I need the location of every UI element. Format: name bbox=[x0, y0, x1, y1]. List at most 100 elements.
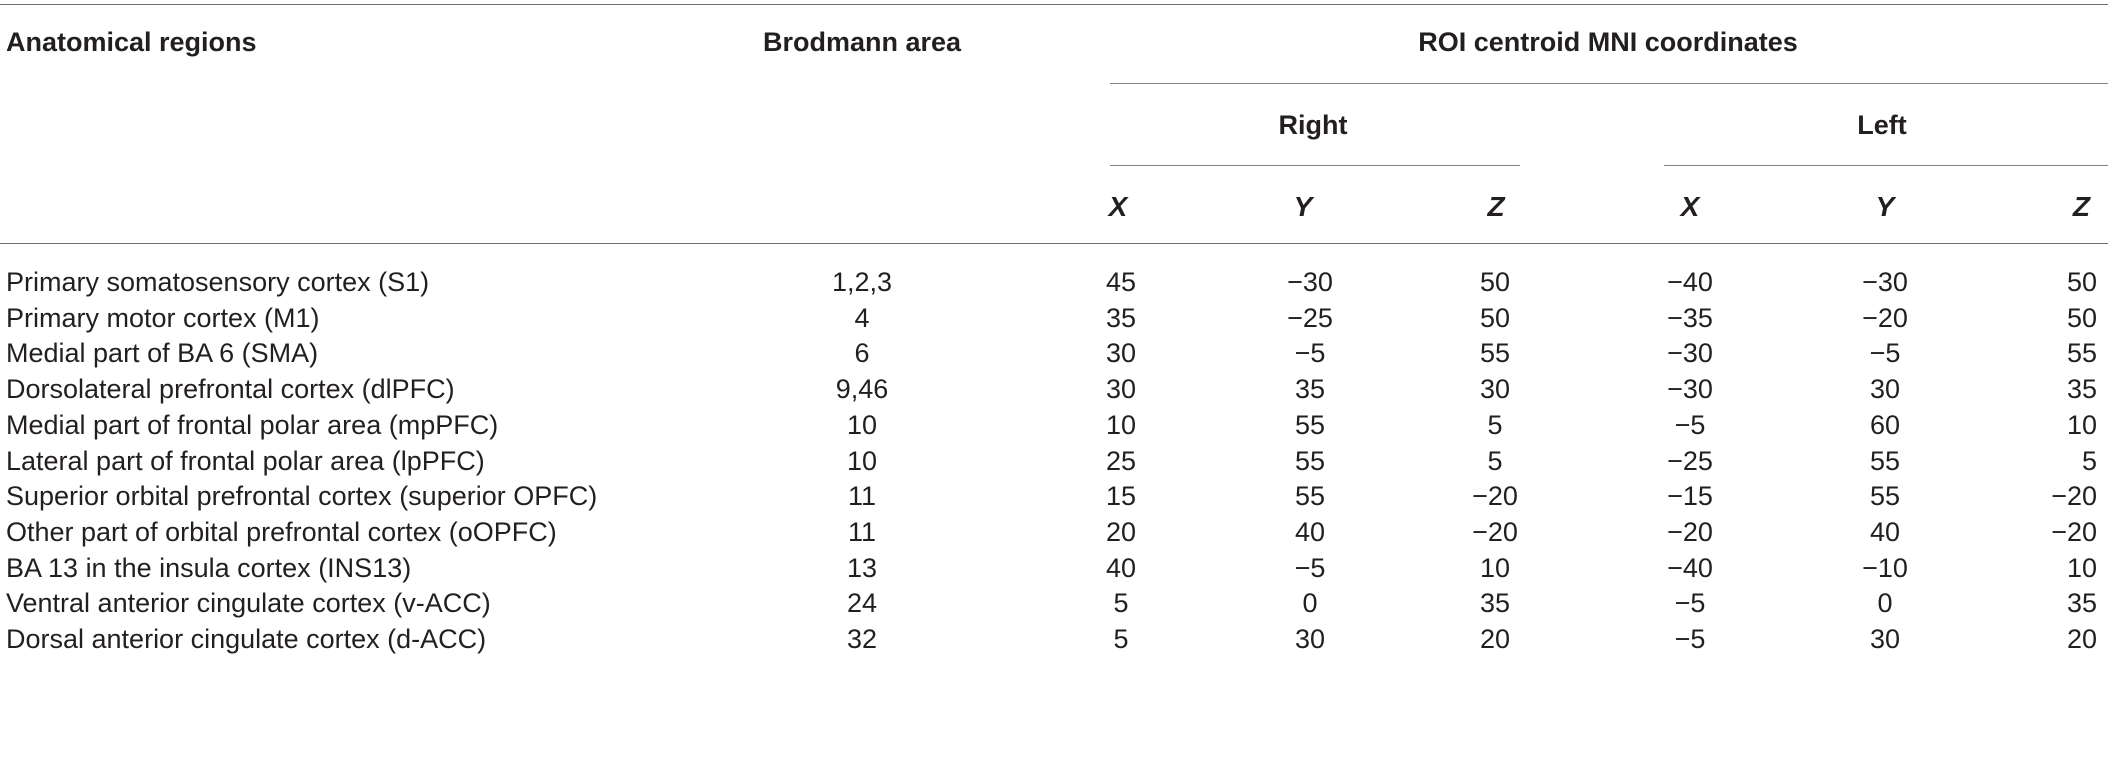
brodmann-cell: 24 bbox=[846, 588, 878, 618]
axis-left-y: Y bbox=[1875, 191, 1895, 222]
right-z-cell: 50 bbox=[1479, 267, 1511, 297]
right-x-cell: 40 bbox=[1105, 553, 1137, 583]
left-y-cell: 55 bbox=[1869, 446, 1901, 476]
brodmann-cell: 10 bbox=[846, 410, 878, 440]
right-x-cell: 5 bbox=[1113, 624, 1129, 654]
region-cell: Superior orbital prefrontal cortex (supe… bbox=[6, 481, 598, 511]
axis-left-x: X bbox=[1680, 191, 1700, 222]
right-y-cell: 35 bbox=[1294, 374, 1326, 404]
left-z-cell: 20 bbox=[2066, 624, 2097, 654]
header-brodmann-area: Brodmann area bbox=[762, 27, 962, 57]
left-x-cell: −5 bbox=[1674, 588, 1706, 618]
left-x-cell: −5 bbox=[1674, 624, 1706, 654]
left-y-cell: 30 bbox=[1869, 624, 1901, 654]
brodmann-cell: 4 bbox=[854, 303, 870, 333]
region-cell: Dorsal anterior cingulate cortex (d-ACC) bbox=[6, 624, 487, 654]
left-z-cell: 50 bbox=[2066, 267, 2097, 297]
right-y-cell: −5 bbox=[1294, 338, 1326, 368]
left-x-cell: −35 bbox=[1667, 303, 1713, 333]
right-x-cell: 5 bbox=[1113, 588, 1129, 618]
brodmann-cell: 6 bbox=[854, 338, 870, 368]
brodmann-cell: 13 bbox=[846, 553, 878, 583]
right-x-cell: 45 bbox=[1105, 267, 1137, 297]
right-z-cell: 10 bbox=[1479, 553, 1511, 583]
right-y-cell: 55 bbox=[1294, 410, 1326, 440]
left-z-cell: −20 bbox=[2051, 517, 2097, 547]
right-z-cell: 5 bbox=[1487, 410, 1503, 440]
region-cell: Ventral anterior cingulate cortex (v-ACC… bbox=[6, 588, 491, 618]
left-y-cell: 40 bbox=[1869, 517, 1901, 547]
left-x-cell: −5 bbox=[1674, 410, 1706, 440]
header-right: Right bbox=[1278, 110, 1348, 140]
left-x-cell: −40 bbox=[1667, 553, 1713, 583]
left-z-cell: 5 bbox=[2081, 446, 2097, 476]
left-z-cell: 55 bbox=[2066, 338, 2097, 368]
brodmann-cell: 9,46 bbox=[835, 374, 889, 404]
header-bottom-rule bbox=[0, 243, 2108, 244]
coords-group-rule bbox=[1110, 83, 2108, 84]
axis-left-z: Z bbox=[2072, 191, 2090, 222]
left-x-cell: −15 bbox=[1667, 481, 1713, 511]
top-rule bbox=[0, 4, 2108, 5]
left-z-cell: 10 bbox=[2066, 553, 2097, 583]
brodmann-cell: 1,2,3 bbox=[831, 267, 893, 297]
right-z-cell: 55 bbox=[1479, 338, 1511, 368]
left-x-cell: −20 bbox=[1667, 517, 1713, 547]
left-x-cell: −40 bbox=[1667, 267, 1713, 297]
region-cell: BA 13 in the insula cortex (INS13) bbox=[6, 553, 412, 583]
header-anatomical-regions: Anatomical regions bbox=[6, 27, 257, 57]
brodmann-cell: 11 bbox=[847, 481, 877, 511]
right-y-cell: −25 bbox=[1287, 303, 1333, 333]
axis-right-y: Y bbox=[1293, 191, 1313, 222]
left-z-cell: 35 bbox=[2066, 588, 2097, 618]
left-y-cell: 60 bbox=[1869, 410, 1901, 440]
region-cell: Lateral part of frontal polar area (lpPF… bbox=[6, 446, 485, 476]
right-y-cell: 30 bbox=[1294, 624, 1326, 654]
left-y-cell: −5 bbox=[1869, 338, 1901, 368]
right-y-cell: 40 bbox=[1294, 517, 1326, 547]
header-left: Left bbox=[1857, 110, 1907, 140]
left-z-cell: 35 bbox=[2066, 374, 2097, 404]
brodmann-cell: 11 bbox=[847, 517, 877, 547]
right-z-cell: −20 bbox=[1472, 481, 1518, 511]
right-x-cell: 20 bbox=[1105, 517, 1137, 547]
right-z-cell: −20 bbox=[1472, 517, 1518, 547]
left-group-rule bbox=[1664, 165, 2108, 166]
brodmann-cell: 10 bbox=[846, 446, 878, 476]
right-z-cell: 5 bbox=[1487, 446, 1503, 476]
header-roi-coordinates: ROI centroid MNI coordinates bbox=[1418, 27, 1798, 57]
right-z-cell: 30 bbox=[1479, 374, 1511, 404]
right-y-cell: −5 bbox=[1294, 553, 1326, 583]
right-z-cell: 50 bbox=[1479, 303, 1511, 333]
right-y-cell: 55 bbox=[1294, 481, 1326, 511]
region-cell: Other part of orbital prefrontal cortex … bbox=[6, 517, 557, 547]
region-cell: Medial part of BA 6 (SMA) bbox=[6, 338, 319, 368]
region-cell: Medial part of frontal polar area (mpPFC… bbox=[6, 410, 499, 440]
left-x-cell: −25 bbox=[1667, 446, 1713, 476]
axis-right-x: X bbox=[1108, 191, 1128, 222]
region-cell: Dorsolateral prefrontal cortex (dlPFC) bbox=[6, 374, 455, 404]
right-x-cell: 30 bbox=[1105, 374, 1137, 404]
brodmann-cell: 32 bbox=[846, 624, 878, 654]
left-z-cell: −20 bbox=[2051, 481, 2097, 511]
right-y-cell: 0 bbox=[1302, 588, 1318, 618]
right-group-rule bbox=[1110, 165, 1520, 166]
right-x-cell: 35 bbox=[1105, 303, 1137, 333]
region-cell: Primary motor cortex (M1) bbox=[6, 303, 320, 333]
left-y-cell: −20 bbox=[1862, 303, 1908, 333]
region-cell: Primary somatosensory cortex (S1) bbox=[6, 267, 430, 297]
right-x-cell: 30 bbox=[1105, 338, 1137, 368]
axis-right-z: Z bbox=[1487, 191, 1505, 222]
left-y-cell: 30 bbox=[1869, 374, 1901, 404]
right-x-cell: 15 bbox=[1105, 481, 1137, 511]
right-z-cell: 35 bbox=[1479, 588, 1511, 618]
right-x-cell: 10 bbox=[1105, 410, 1137, 440]
left-y-cell: 55 bbox=[1869, 481, 1901, 511]
left-y-cell: −30 bbox=[1862, 267, 1908, 297]
left-z-cell: 50 bbox=[2066, 303, 2097, 333]
right-y-cell: 55 bbox=[1294, 446, 1326, 476]
right-z-cell: 20 bbox=[1479, 624, 1511, 654]
left-x-cell: −30 bbox=[1667, 374, 1713, 404]
left-z-cell: 10 bbox=[2066, 410, 2097, 440]
